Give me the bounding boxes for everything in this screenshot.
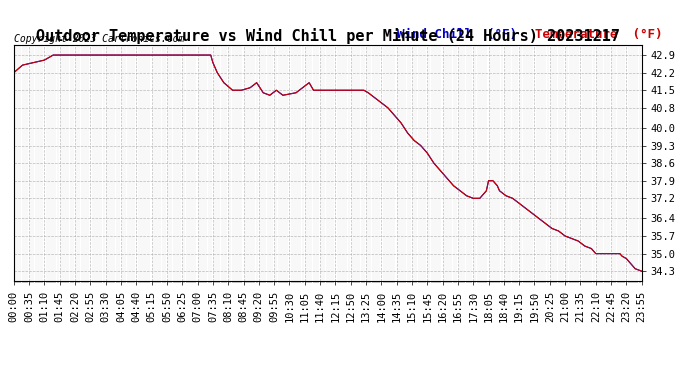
Text: Copyright 2023 Cartronics.com: Copyright 2023 Cartronics.com bbox=[14, 34, 185, 44]
Wind Chill  (°F) bbox=[66, 53, 75, 57]
Wind Chill  (°F) bbox=[329, 88, 337, 93]
Temperature  (°F) bbox=[329, 88, 337, 93]
Temperature  (°F) bbox=[550, 227, 558, 231]
Wind Chill  (°F) bbox=[565, 236, 573, 240]
Line: Wind Chill  (°F): Wind Chill (°F) bbox=[14, 55, 642, 271]
Temperature  (°F) bbox=[565, 236, 573, 240]
Temperature  (°F) bbox=[10, 70, 18, 75]
Title: Outdoor Temperature vs Wind Chill per Minute (24 Hours) 20231217: Outdoor Temperature vs Wind Chill per Mi… bbox=[36, 28, 620, 44]
Text: Temperature  (°F): Temperature (°F) bbox=[535, 28, 662, 42]
Temperature  (°F) bbox=[638, 269, 646, 273]
Wind Chill  (°F) bbox=[585, 246, 593, 250]
Wind Chill  (°F) bbox=[550, 227, 558, 231]
Temperature  (°F) bbox=[66, 53, 75, 57]
Wind Chill  (°F) bbox=[49, 53, 57, 57]
Temperature  (°F) bbox=[539, 219, 547, 224]
Wind Chill  (°F) bbox=[539, 219, 547, 224]
Temperature  (°F) bbox=[585, 246, 593, 250]
Wind Chill  (°F) bbox=[638, 269, 646, 273]
Wind Chill  (°F) bbox=[10, 70, 18, 75]
Text: Wind Chill  (°F): Wind Chill (°F) bbox=[397, 28, 517, 42]
Temperature  (°F) bbox=[49, 53, 57, 57]
Line: Temperature  (°F): Temperature (°F) bbox=[14, 55, 642, 271]
